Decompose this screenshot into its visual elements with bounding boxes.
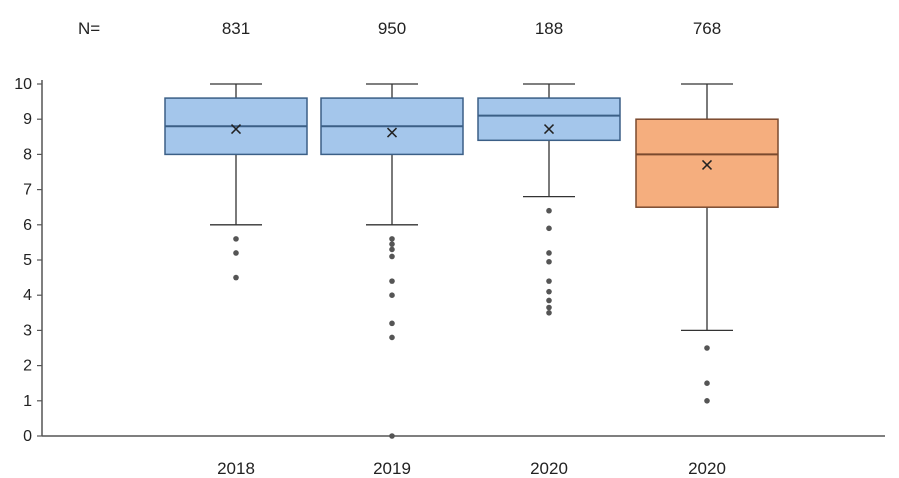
- box-group: [320, 83, 464, 439]
- outlier-point: [546, 297, 552, 304]
- outlier-point: [389, 246, 395, 253]
- mean-marker: [543, 124, 555, 135]
- mean-marker: [386, 127, 398, 138]
- y-tick-label: 0: [23, 428, 32, 445]
- iqr-box: [477, 97, 621, 142]
- y-tick-label: 8: [23, 146, 32, 163]
- iqr-box: [635, 118, 779, 208]
- outlier-point: [546, 225, 552, 232]
- y-tick-label: 3: [23, 322, 32, 339]
- outlier-point: [546, 304, 552, 311]
- outlier-point: [704, 398, 710, 404]
- y-tick-label: 1: [23, 393, 32, 410]
- y-tick-label: 4: [23, 287, 32, 304]
- outlier-point: [233, 250, 239, 256]
- n-count-label: 950: [378, 19, 406, 38]
- y-tick-label: 7: [23, 182, 32, 199]
- y-tick-label: 2: [23, 358, 32, 375]
- outlier-point: [389, 334, 395, 341]
- outlier-point: [389, 433, 395, 439]
- outlier-point: [389, 253, 395, 260]
- box-group: [635, 83, 779, 404]
- y-tick-label: 6: [23, 217, 32, 234]
- outlier-point: [546, 278, 552, 284]
- y-tick-label: 10: [14, 76, 32, 93]
- outlier-point: [233, 274, 239, 281]
- outlier-point: [389, 320, 395, 327]
- outlier-point: [233, 236, 239, 242]
- y-tick-label: 9: [23, 111, 32, 128]
- box-group: [477, 83, 621, 316]
- outlier-point: [389, 278, 395, 284]
- n-count-label: 188: [535, 19, 563, 38]
- mean-marker: [230, 124, 242, 135]
- outlier-point: [546, 288, 552, 295]
- x-category-label: 2020: [530, 459, 568, 478]
- x-category-label: 2019: [373, 459, 411, 478]
- outlier-point: [704, 380, 710, 387]
- n-count-label: 768: [693, 19, 721, 38]
- outlier-point: [546, 207, 552, 214]
- n-labels: 831 950 188 768: [222, 19, 721, 38]
- y-axis: 0 1 2 3 4 5 6 7 8 9 10: [14, 76, 43, 445]
- mean-marker: [701, 159, 713, 170]
- outlier-point: [389, 236, 395, 242]
- n-count-label: 831: [222, 19, 250, 38]
- y-tick-label: 5: [23, 252, 32, 269]
- outlier-point: [546, 250, 552, 256]
- outlier-point: [389, 292, 395, 299]
- outlier-point: [546, 258, 552, 265]
- x-category-label: 2020: [688, 459, 726, 478]
- boxes: [164, 83, 779, 439]
- box-group: [164, 83, 308, 281]
- x-category-label: 2018: [217, 459, 255, 478]
- category-labels: 2018 2019 2020 2020: [217, 459, 726, 478]
- outlier-point: [704, 345, 710, 351]
- n-prefix-label: N=: [78, 19, 100, 38]
- outlier-point: [389, 241, 395, 247]
- outlier-point: [546, 310, 552, 316]
